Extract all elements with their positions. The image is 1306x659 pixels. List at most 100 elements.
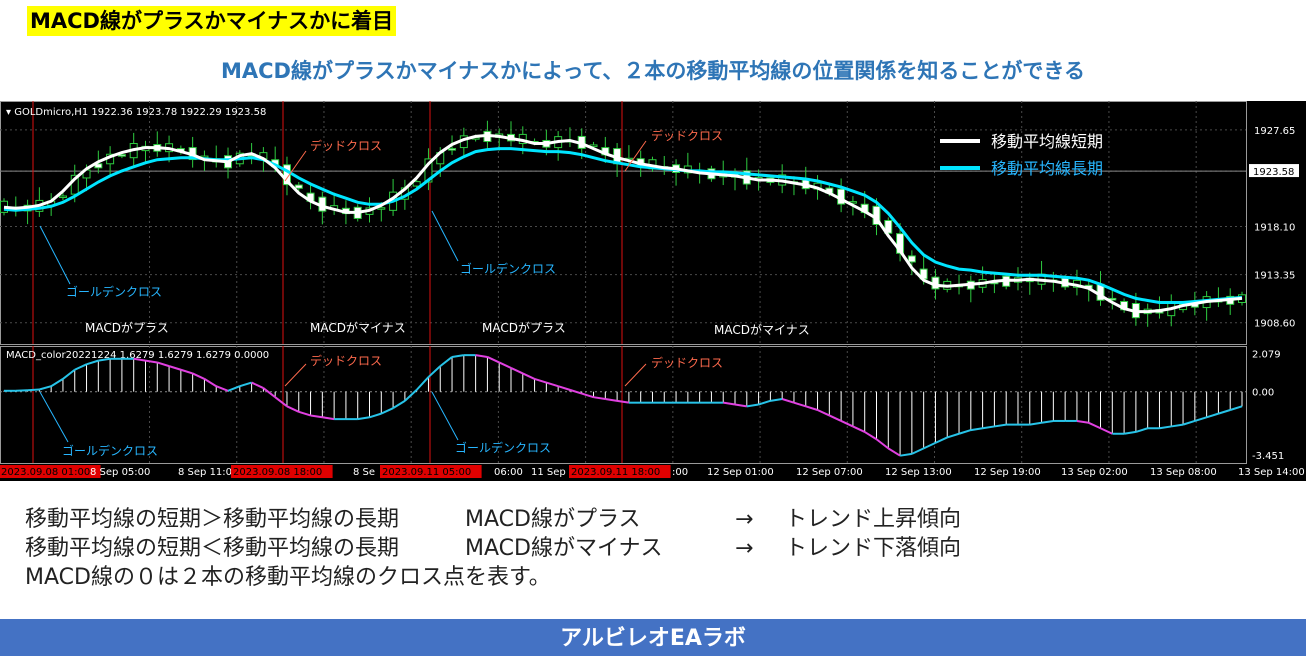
golden-cross-label: ゴールデンクロス — [460, 261, 556, 276]
macd-line-segment — [156, 361, 170, 368]
note-trend: トレンド上昇傾向 — [785, 507, 962, 532]
candle-body — [117, 154, 126, 157]
note-trend: トレンド下落傾向 — [785, 536, 962, 561]
macd-line-segment — [1088, 421, 1101, 430]
macd-tick-label: 2.079 — [1252, 350, 1281, 361]
footer-brand: アルビレオEAラボ — [0, 619, 1306, 656]
mt4-chart[interactable]: 1927.65 1918.10 1913.35 1908.60 1923.58 移動平均線… — [0, 101, 1306, 481]
macd-line-segment — [911, 447, 925, 455]
macd-line-segment — [510, 367, 524, 375]
candle-body — [70, 174, 79, 195]
macd-header: MACD_color20221224 1.6279 1.6279 1.6279 … — [6, 350, 269, 361]
macd-line-segment — [203, 378, 217, 388]
time-axis-label: 12 Sep 01:00 — [707, 467, 774, 478]
macd-line-segment — [451, 354, 464, 358]
annotation-leader — [431, 210, 459, 262]
macd-line-segment — [781, 398, 795, 404]
time-axis-label: 12 Sep 07:00 — [796, 467, 863, 478]
price-tick-label: 1918.10 — [1254, 223, 1295, 234]
macd-line-segment — [1194, 416, 1207, 422]
time-axis-label: 11 Sep — [531, 467, 566, 478]
macd-line-segment — [935, 436, 948, 444]
golden-cross-label: ゴールデンクロス — [455, 440, 551, 455]
macd-line-segment — [1206, 412, 1219, 419]
macd-line-segment — [74, 363, 87, 371]
annotation-leader — [39, 225, 71, 285]
macd-line-segment — [380, 407, 394, 415]
macd-line-segment — [1229, 405, 1243, 411]
dead-cross-label: デッドクロス — [310, 138, 382, 153]
note-condition: 移動平均線の短期＜移動平均線の長期 — [25, 536, 400, 561]
macd-line-segment — [427, 365, 441, 378]
annotation-leader — [431, 391, 459, 441]
candle-body — [424, 158, 433, 183]
macd-line-segment — [310, 414, 323, 419]
note-zero-cross: MACD線の０は２本の移動平均線のクロス点を表す。 — [25, 565, 551, 590]
macd-line-segment — [982, 425, 995, 430]
time-axis-label: 2023.09.08 18:00 — [233, 467, 322, 478]
macd-line-segment — [970, 427, 983, 432]
dead-cross-label: デッドクロス — [651, 128, 723, 143]
macd-pane-frame — [0, 346, 1247, 464]
time-axis-label: 8 Se — [353, 467, 375, 478]
macd-line-segment — [133, 357, 146, 362]
note-condition: 移動平均線の短期＞移動平均線の長期 — [25, 507, 400, 532]
macd-line-segment — [1100, 427, 1113, 435]
price-header: ▾ GOLDmicro,H1 1922.36 1923.78 1922.29 1… — [6, 107, 266, 118]
annotation-leader — [39, 391, 69, 443]
macd-minus-label: MACDがマイナス — [310, 320, 406, 335]
macd-line-segment — [817, 409, 830, 417]
macd-line-segment — [475, 354, 488, 358]
macd-tick-label: 0.00 — [1252, 388, 1274, 399]
macd-line-segment — [793, 401, 807, 408]
candle-body — [94, 163, 103, 169]
macd-line-segment — [958, 429, 972, 435]
macd-line-segment — [758, 399, 771, 406]
macd-line-segment — [522, 372, 535, 380]
macd-line-segment — [1041, 419, 1054, 424]
annotation-leader — [284, 150, 307, 182]
macd-tick-label: -3.451 — [1252, 451, 1284, 462]
macd-line-segment — [593, 396, 606, 401]
time-axis-label: 8 Sep 11:00 — [178, 467, 238, 478]
macd-line-segment — [805, 405, 818, 411]
macd-line-segment — [498, 361, 512, 369]
macd-line-segment — [86, 359, 99, 366]
macd-line-segment — [286, 405, 300, 413]
time-axis-label: 13 Sep 02:00 — [1061, 467, 1128, 478]
macd-line-segment — [369, 412, 382, 419]
time-axis-label: 2023.09.08 01:00 — [1, 467, 90, 478]
time-marker-box — [231, 465, 333, 478]
candle-body — [294, 184, 303, 189]
current-price-box — [1249, 164, 1299, 178]
chart-canvas: 1927.65 1918.10 1913.35 1908.60 1923.58 移動平均線… — [0, 101, 1305, 478]
macd-minus-label: MACDがマイナス — [714, 322, 810, 337]
macd-line-segment — [1171, 423, 1184, 428]
candle-body — [282, 164, 291, 186]
dead-cross-label: デッドクロス — [651, 355, 723, 370]
macd-line-segment — [1218, 409, 1231, 415]
macd-line-segment — [298, 410, 311, 417]
macd-line-segment — [274, 396, 288, 408]
macd-line-segment — [1135, 427, 1148, 433]
price-tick-label: 1913.35 — [1254, 271, 1295, 282]
current-price-label: 1923.58 — [1253, 167, 1294, 178]
macd-line-segment — [828, 414, 842, 422]
legend-label: 移動平均線長期 — [991, 159, 1103, 178]
macd-line-segment — [557, 385, 571, 391]
price-pane-frame — [0, 101, 1247, 345]
macd-line-segment — [899, 452, 913, 457]
price-tick-label: 1908.60 — [1254, 319, 1295, 330]
macd-line-segment — [734, 403, 747, 408]
macd-line-segment — [852, 425, 866, 433]
macd-line-segment — [180, 368, 193, 375]
macd-line-segment — [15, 389, 28, 392]
macd-line-segment — [27, 388, 40, 392]
macd-line-segment — [39, 385, 52, 391]
annotation-leader — [624, 140, 647, 172]
arrow-icon: → — [735, 507, 754, 532]
macd-line-segment — [616, 399, 630, 404]
golden-cross-label: ゴールデンクロス — [62, 443, 158, 458]
ma-short-line — [3, 133, 1243, 314]
time-axis-label: 06:00 — [494, 467, 523, 478]
